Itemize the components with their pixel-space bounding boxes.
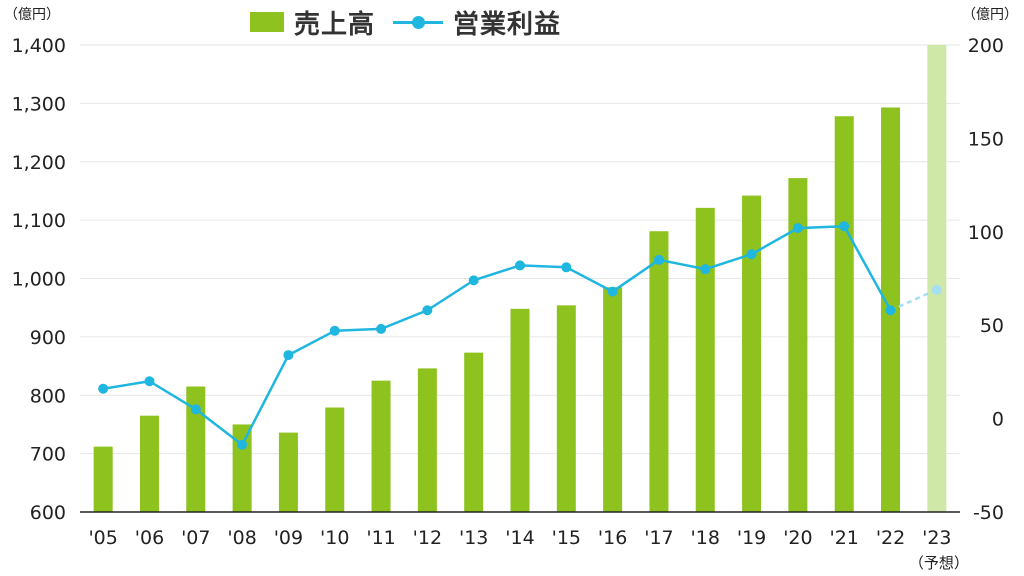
legend-item-sales: 売上高	[250, 4, 375, 41]
x-tick-label: '12	[413, 527, 442, 549]
x-tick-label: '15	[552, 527, 581, 549]
bar	[834, 116, 854, 512]
y-left-tick-label: 1,000	[12, 269, 66, 291]
line-point	[376, 323, 387, 334]
line-point	[885, 305, 896, 316]
x-tick-label: '18	[691, 527, 720, 549]
legend-item-operating-profit: 営業利益	[393, 4, 561, 41]
line-series	[102, 224, 892, 447]
y-left-tick-label: 1,100	[12, 210, 66, 232]
y-right-tick-label: 200	[968, 35, 1004, 57]
y-right-tick-label: -50	[973, 502, 1004, 524]
y-left-tick-label: 1,300	[12, 93, 66, 115]
bar	[464, 352, 484, 512]
bar	[510, 308, 530, 512]
bar	[788, 178, 808, 512]
x-tick-label: '08	[227, 527, 256, 549]
line-point	[561, 262, 572, 273]
x-tick-label: '16	[598, 527, 627, 549]
left-axis-unit: （億円）	[4, 7, 60, 23]
y-left-tick-label: 600	[30, 502, 66, 524]
bar	[325, 407, 345, 512]
legend-bar-swatch	[250, 12, 284, 32]
x-tick-label: '21	[830, 527, 859, 549]
x-tick-label: '23	[922, 527, 951, 549]
legend-line-swatch	[393, 10, 444, 34]
line-point	[653, 254, 664, 265]
x-tick-label: '22	[876, 527, 905, 549]
y-left-tick-label: 900	[30, 327, 66, 349]
bar	[417, 368, 437, 512]
legend-label-sales: 売上高	[294, 9, 376, 40]
line-point	[700, 264, 711, 275]
bar	[139, 415, 159, 512]
x-tick-label: '17	[644, 527, 673, 549]
right-axis-unit: （億円）	[962, 7, 1018, 23]
x-tick-label: '10	[320, 527, 349, 549]
x-tick-note: （予想）	[909, 554, 969, 572]
x-tick-label: '05	[88, 527, 117, 549]
line-point	[839, 221, 850, 232]
y-left-tick-label: 700	[30, 444, 66, 466]
x-tick-label: '13	[459, 527, 488, 549]
line-point	[607, 286, 618, 297]
bar	[93, 446, 113, 512]
legend-label-operating-profit: 営業利益	[453, 9, 562, 40]
line-point	[515, 260, 525, 271]
y-left-tick-label: 1,400	[12, 35, 66, 57]
line-point	[422, 305, 433, 316]
x-tick-label: '14	[505, 527, 534, 549]
line-point	[144, 376, 155, 387]
line-point	[792, 223, 803, 234]
x-tick-label: '11	[366, 527, 395, 549]
line-point	[190, 404, 201, 415]
y-right-tick-label: 100	[968, 222, 1004, 244]
line-point	[746, 249, 757, 260]
bar	[232, 424, 252, 512]
line-point	[237, 439, 248, 450]
bar	[649, 231, 669, 512]
x-tick-label: '06	[135, 527, 164, 549]
bar-forecast	[927, 45, 947, 512]
bar	[278, 432, 298, 512]
bar	[603, 287, 623, 512]
y-left-tick-label: 800	[30, 385, 66, 407]
bar	[186, 386, 206, 512]
bar	[556, 305, 576, 512]
y-right-tick-label: 150	[968, 128, 1004, 150]
x-tick-label: '19	[737, 527, 766, 549]
bar	[695, 207, 715, 512]
x-tick-label: '20	[783, 527, 812, 549]
legend: 売上高 営業利益	[250, 2, 561, 42]
bar	[742, 195, 762, 513]
y-right-tick-label: 0	[992, 409, 1004, 431]
line-point	[283, 350, 294, 361]
y-left-tick-label: 1,200	[12, 152, 66, 174]
line-point	[468, 275, 479, 286]
line-point-forecast	[931, 284, 942, 295]
y-right-tick-label: 50	[980, 315, 1004, 337]
x-tick-label: '07	[181, 527, 210, 549]
bar	[371, 380, 391, 512]
x-tick-label: '09	[274, 527, 303, 549]
line-point	[98, 383, 109, 394]
line-point	[329, 325, 340, 336]
